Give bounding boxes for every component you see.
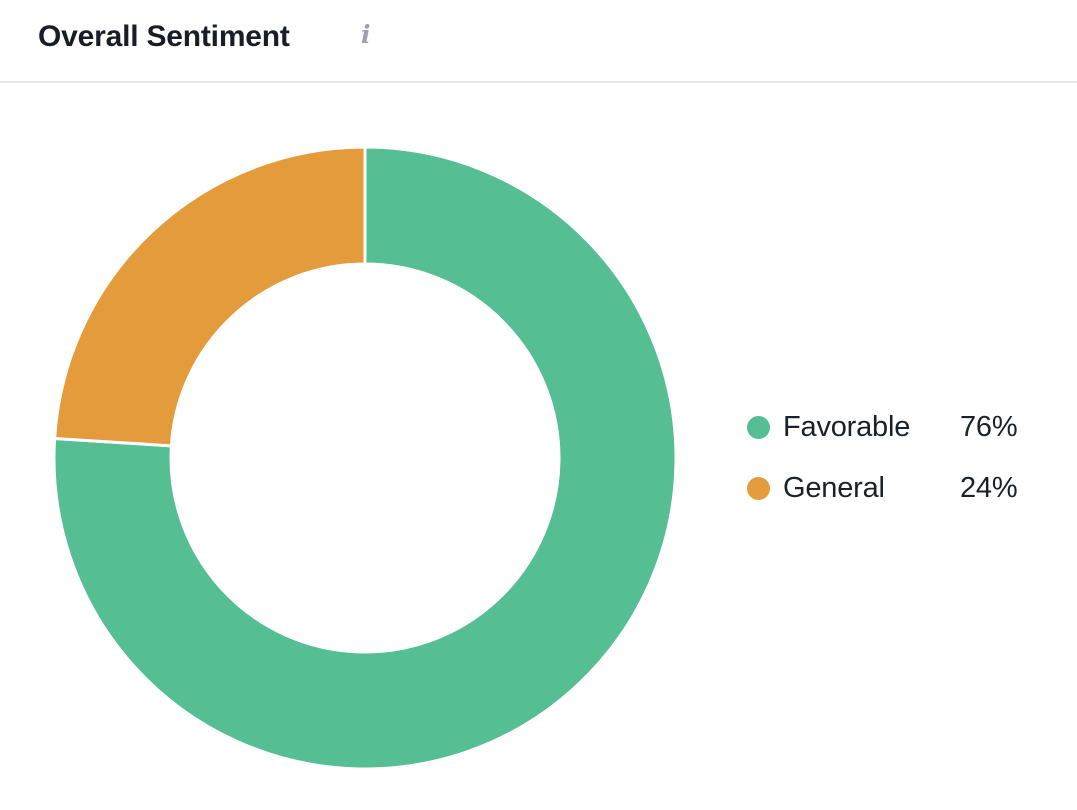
legend-item-general[interactable]: General 24% (747, 470, 1018, 506)
favorable-dot-icon (747, 415, 770, 439)
legend-label: Favorable (783, 410, 911, 443)
chart-legend: Favorable 76% General 24% (747, 409, 1018, 531)
header-divider (0, 81, 1077, 83)
donut-chart (50, 143, 680, 773)
donut-slice-general[interactable] (53, 145, 367, 448)
donut-svg (52, 145, 678, 771)
info-icon[interactable]: i (361, 20, 371, 49)
legend-value: 24% (960, 471, 1018, 504)
legend-item-favorable[interactable]: Favorable 76% (747, 409, 1018, 445)
legend-value: 76% (960, 410, 1018, 443)
general-dot-icon (747, 476, 770, 500)
page-title: Overall Sentiment (38, 20, 290, 53)
legend-label: General (783, 471, 885, 504)
donut-slice-favorable[interactable] (52, 145, 678, 771)
widget-header: Overall Sentiment i (0, 0, 1077, 83)
